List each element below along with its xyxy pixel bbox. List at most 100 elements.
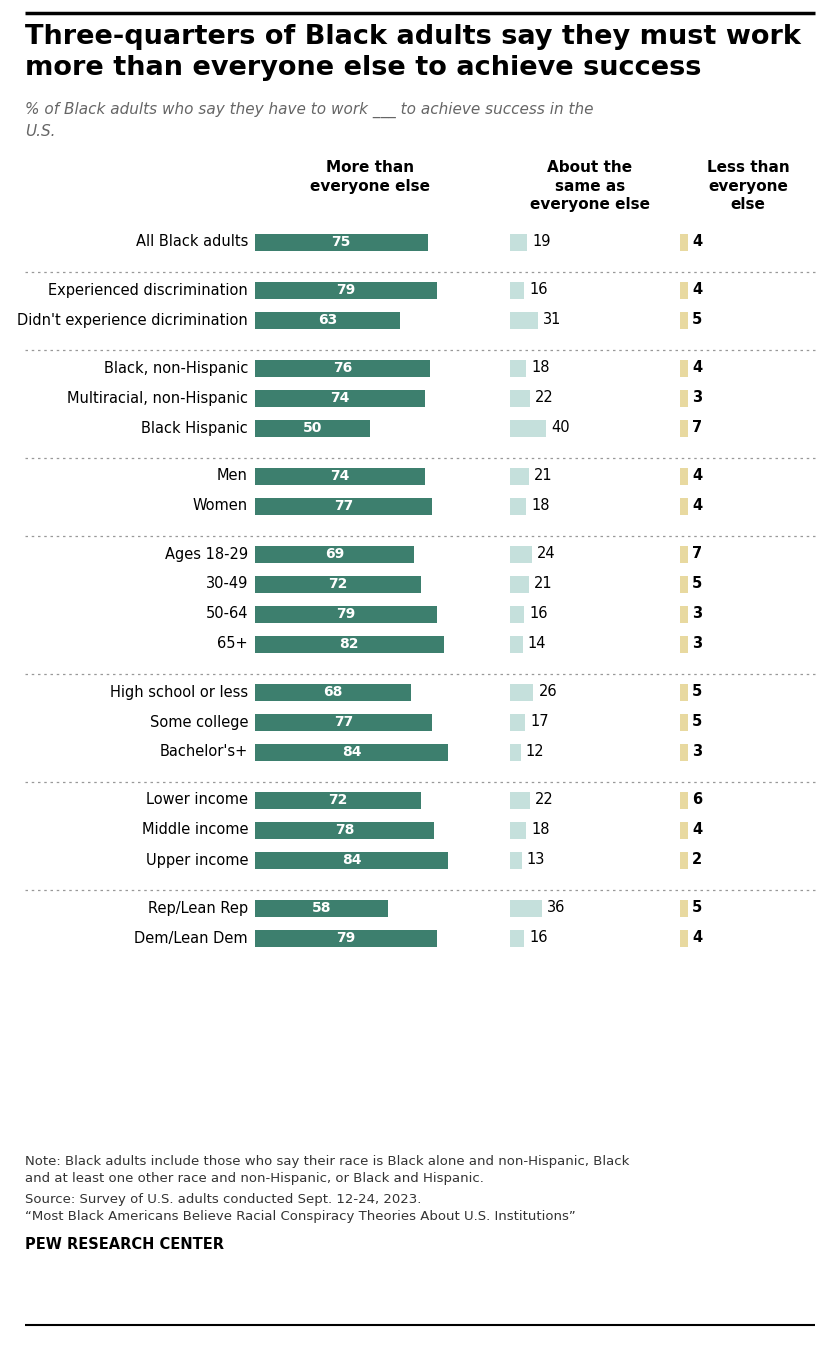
Text: % of Black adults who say they have to work ___ to achieve success in the
U.S.: % of Black adults who say they have to w…: [25, 102, 594, 139]
Text: 21: 21: [534, 577, 553, 592]
Bar: [680, 468, 688, 484]
Bar: [255, 545, 414, 563]
Bar: [510, 389, 530, 407]
Text: 79: 79: [336, 607, 355, 622]
Text: Some college: Some college: [150, 714, 248, 729]
Text: 14: 14: [528, 636, 546, 651]
Text: 16: 16: [529, 607, 548, 622]
Bar: [680, 359, 688, 377]
Text: 22: 22: [535, 793, 554, 808]
Text: 63: 63: [318, 313, 337, 326]
Bar: [680, 419, 688, 437]
Text: 16: 16: [529, 930, 548, 945]
Text: 36: 36: [548, 900, 566, 915]
Bar: [680, 899, 688, 917]
Text: 40: 40: [551, 420, 570, 435]
Bar: [510, 234, 528, 250]
Bar: [510, 821, 526, 839]
Bar: [255, 821, 434, 839]
Text: 4: 4: [692, 283, 702, 298]
Text: 69: 69: [325, 547, 344, 560]
Text: 4: 4: [692, 823, 702, 838]
Bar: [510, 359, 526, 377]
Bar: [510, 684, 533, 700]
Bar: [680, 792, 688, 808]
Text: Experienced discrimination: Experienced discrimination: [48, 283, 248, 298]
Text: 5: 5: [692, 714, 702, 729]
Text: 4: 4: [692, 234, 702, 249]
Bar: [510, 575, 529, 593]
Bar: [255, 851, 449, 869]
Text: and at least one other race and non-Hispanic, or Black and Hispanic.: and at least one other race and non-Hisp…: [25, 1172, 484, 1185]
Bar: [680, 498, 688, 514]
Text: 79: 79: [336, 283, 355, 296]
Text: 50-64: 50-64: [206, 607, 248, 622]
Text: 24: 24: [537, 547, 555, 562]
Text: 65+: 65+: [218, 636, 248, 651]
Bar: [510, 744, 521, 760]
Bar: [255, 359, 430, 377]
Text: Black Hispanic: Black Hispanic: [141, 420, 248, 435]
Bar: [680, 545, 688, 563]
Bar: [510, 419, 546, 437]
Text: 3: 3: [692, 636, 702, 651]
Text: 7: 7: [692, 420, 702, 435]
Text: 75: 75: [332, 235, 351, 249]
Bar: [680, 929, 688, 947]
Text: 77: 77: [334, 499, 353, 513]
Text: 76: 76: [333, 360, 352, 375]
Bar: [255, 899, 388, 917]
Text: Source: Survey of U.S. adults conducted Sept. 12-24, 2023.: Source: Survey of U.S. adults conducted …: [25, 1193, 422, 1206]
Bar: [510, 635, 522, 653]
Text: Less than
everyone
else: Less than everyone else: [706, 160, 790, 212]
Bar: [255, 419, 370, 437]
Bar: [255, 575, 421, 593]
Bar: [680, 282, 688, 298]
Text: Ages 18-29: Ages 18-29: [165, 547, 248, 562]
Bar: [510, 851, 522, 869]
Text: Lower income: Lower income: [146, 793, 248, 808]
Text: 77: 77: [334, 715, 353, 729]
Text: 2: 2: [692, 853, 702, 868]
Text: PEW RESEARCH CENTER: PEW RESEARCH CENTER: [25, 1238, 224, 1253]
Text: 18: 18: [531, 360, 549, 375]
Text: 17: 17: [530, 714, 549, 729]
Bar: [255, 684, 412, 700]
Bar: [680, 714, 688, 730]
Text: 3: 3: [692, 744, 702, 759]
Text: 6: 6: [692, 793, 702, 808]
Text: Note: Black adults include those who say their race is Black alone and non-Hispa: Note: Black adults include those who say…: [25, 1155, 629, 1168]
Text: Dem/Lean Dem: Dem/Lean Dem: [134, 930, 248, 945]
Text: High school or less: High school or less: [110, 684, 248, 699]
Text: Three-quarters of Black adults say they must work
more than everyone else to ach: Three-quarters of Black adults say they …: [25, 24, 801, 82]
Text: 72: 72: [328, 793, 348, 806]
Text: Bachelor's+: Bachelor's+: [160, 744, 248, 759]
Text: 31: 31: [543, 313, 561, 328]
Text: Black, non-Hispanic: Black, non-Hispanic: [103, 360, 248, 375]
Bar: [255, 744, 449, 760]
Text: 7: 7: [692, 547, 702, 562]
Text: 12: 12: [526, 744, 544, 759]
Bar: [680, 821, 688, 839]
Bar: [255, 234, 428, 250]
Bar: [255, 792, 421, 808]
Bar: [255, 635, 444, 653]
Text: 3: 3: [692, 390, 702, 405]
Bar: [255, 605, 437, 623]
Text: 82: 82: [339, 636, 359, 651]
Bar: [680, 605, 688, 623]
Bar: [680, 635, 688, 653]
Text: 13: 13: [527, 853, 545, 868]
Text: 18: 18: [531, 499, 549, 514]
Text: Rep/Lean Rep: Rep/Lean Rep: [148, 900, 248, 915]
Text: 84: 84: [342, 853, 361, 868]
Text: 4: 4: [692, 930, 702, 945]
Bar: [255, 389, 425, 407]
Text: 74: 74: [330, 392, 349, 405]
Text: 4: 4: [692, 468, 702, 484]
Text: 30-49: 30-49: [206, 577, 248, 592]
Bar: [680, 575, 688, 593]
Bar: [255, 498, 432, 514]
Bar: [255, 311, 400, 329]
Text: 5: 5: [692, 577, 702, 592]
